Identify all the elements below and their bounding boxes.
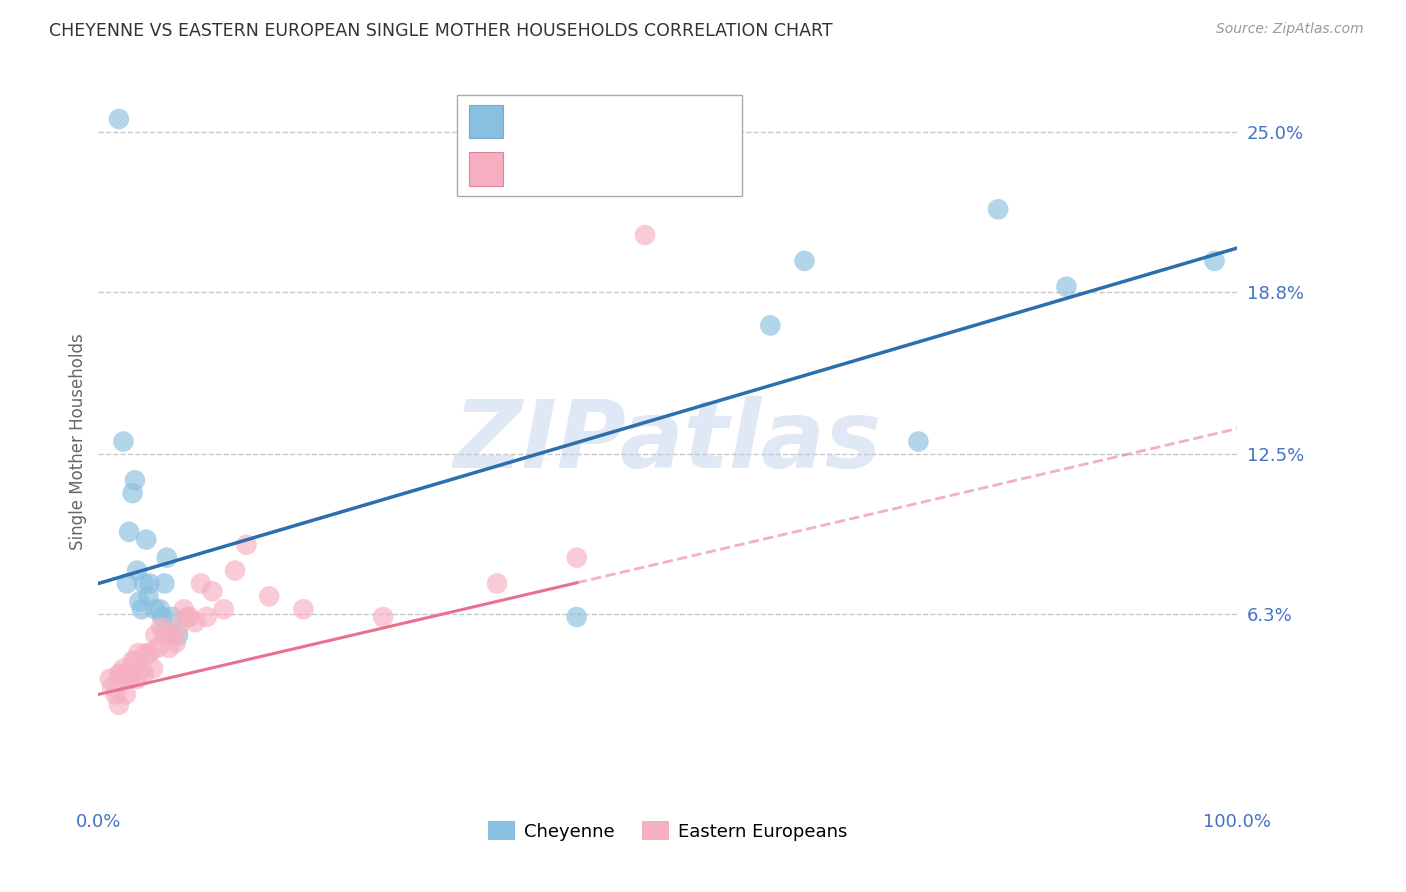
Point [173, 602, 195, 616]
Point [114, 687, 136, 701]
Point [201, 584, 224, 599]
Point [165, 636, 187, 650]
Point [117, 672, 139, 686]
Text: Source: ZipAtlas.com: Source: ZipAtlas.com [1216, 22, 1364, 37]
Point [167, 628, 190, 642]
Point [176, 610, 198, 624]
Point [101, 680, 124, 694]
Point [259, 590, 281, 604]
Point [124, 473, 146, 487]
Point [759, 318, 782, 333]
Point [146, 640, 169, 655]
Point [135, 533, 157, 547]
Point [565, 610, 588, 624]
Point [1204, 254, 1226, 268]
Point [987, 202, 1010, 217]
Point [98, 672, 121, 686]
Point [112, 662, 135, 676]
Point [110, 666, 132, 681]
Point [371, 610, 394, 624]
Point [486, 576, 509, 591]
Point [121, 654, 143, 668]
Point [153, 576, 176, 591]
Point [157, 640, 180, 655]
Point [292, 602, 315, 616]
Point [190, 576, 212, 591]
Point [634, 228, 657, 243]
Point [565, 550, 588, 565]
Point [127, 564, 149, 578]
Point [1054, 279, 1078, 293]
Point [212, 602, 235, 616]
Point [115, 576, 138, 591]
Point [124, 654, 146, 668]
Point [149, 602, 172, 616]
Point [179, 610, 201, 624]
Point [793, 254, 815, 268]
Point [138, 590, 160, 604]
Point [127, 646, 149, 660]
Point [150, 610, 173, 624]
Point [153, 628, 176, 642]
Point [235, 538, 257, 552]
Point [145, 628, 167, 642]
Point [132, 576, 155, 591]
Point [138, 646, 160, 660]
Point [135, 646, 157, 660]
Point [115, 666, 138, 681]
Point [108, 698, 131, 712]
Point [145, 602, 167, 616]
Point [131, 602, 153, 616]
Y-axis label: Single Mother Households: Single Mother Households [69, 334, 87, 549]
Point [138, 576, 160, 591]
Point [184, 615, 207, 630]
Point [162, 610, 184, 624]
Legend: Cheyenne, Eastern Europeans: Cheyenne, Eastern Europeans [481, 814, 855, 848]
Point [112, 434, 135, 449]
Point [162, 628, 184, 642]
Point [907, 434, 929, 449]
Point [108, 112, 131, 126]
Point [108, 666, 131, 681]
Text: CHEYENNE VS EASTERN EUROPEAN SINGLE MOTHER HOUSEHOLDS CORRELATION CHART: CHEYENNE VS EASTERN EUROPEAN SINGLE MOTH… [49, 22, 832, 40]
Text: ZIPatlas: ZIPatlas [454, 395, 882, 488]
Point [131, 662, 153, 676]
Point [156, 550, 179, 565]
Point [224, 564, 246, 578]
Point [132, 666, 155, 681]
Point [104, 687, 127, 701]
Point [127, 672, 149, 686]
Point [167, 620, 190, 634]
Point [195, 610, 218, 624]
Point [150, 620, 173, 634]
Point [121, 486, 143, 500]
Point [120, 672, 142, 686]
Point [118, 524, 141, 539]
Point [142, 662, 165, 676]
Point [128, 594, 150, 608]
